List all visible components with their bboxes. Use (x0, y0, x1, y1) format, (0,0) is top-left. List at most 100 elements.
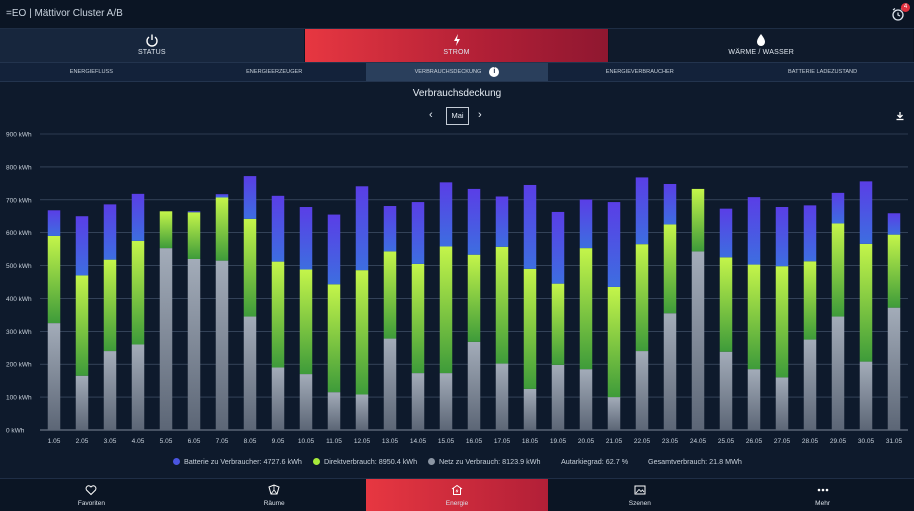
bar-direkt (663, 224, 677, 314)
subtab-batterie-ladezustand[interactable]: BATTERIE LADEZUSTAND (731, 63, 914, 81)
bar-batterie (635, 177, 649, 245)
nav-raeume[interactable]: Räume (183, 479, 366, 511)
bar-batterie (663, 183, 677, 225)
power-icon (146, 34, 158, 47)
bar-netz (327, 392, 341, 430)
bar-netz (75, 375, 89, 430)
info-icon[interactable]: i (489, 66, 500, 77)
legend-direct: Direktverbrauch: 8950.4 kWh (313, 457, 417, 466)
nav-szenen[interactable]: Szenen (548, 479, 731, 511)
subtab-energieverbraucher[interactable]: ENERGIEVERBRAUCHER (548, 63, 731, 81)
subtab-label: ENERGIEVERBRAUCHER (605, 69, 674, 75)
sub-tabs: ENERGIEFLUSS ENERGIEERZEUGER VERBRAUCHSD… (0, 62, 914, 82)
subtab-label: VERBRAUCHSDECKUNG (414, 69, 482, 75)
nav-label: Favoriten (77, 500, 105, 507)
tab-status[interactable]: STATUS (0, 29, 305, 62)
tab-waerme-wasser[interactable]: WÄRME / WASSER (609, 29, 914, 62)
x-tick-label: 2.05 (76, 438, 89, 445)
download-icon[interactable] (895, 111, 905, 121)
bar-direkt (523, 268, 537, 389)
bar-netz (271, 367, 285, 430)
bar-direkt (187, 212, 201, 259)
x-tick-label: 16.05 (466, 438, 483, 445)
bar-batterie (75, 216, 89, 276)
bar-batterie (383, 206, 397, 252)
month-navigator: ‹ Mai › (427, 107, 487, 125)
bar-batterie (551, 211, 565, 284)
legend-battery-text: Batterie zu Verbraucher: 4727.6 kWh (184, 457, 302, 466)
tab-strom-label: STROM (443, 49, 470, 56)
notification-badge: 4 (901, 3, 910, 12)
legend-grid-swatch (428, 458, 435, 465)
chevron-left-icon[interactable]: ‹ (429, 109, 433, 121)
bar-direkt (299, 269, 313, 375)
legend-grid: Netz zu Verbrauch: 8123.9 kWh (428, 457, 540, 466)
bar-netz (439, 373, 453, 430)
total-consumption: Gesamtverbrauch: 21.8 MWh (648, 457, 742, 466)
nav-energie[interactable]: Energie (365, 479, 549, 511)
bar-direkt (411, 263, 425, 374)
bar-batterie (775, 207, 789, 267)
nav-label: Energie (445, 500, 469, 507)
nav-mehr[interactable]: Mehr (731, 479, 914, 511)
bar-batterie (131, 193, 145, 241)
y-tick-label: 800 kWh (6, 164, 32, 171)
bar-batterie (411, 202, 425, 264)
bar-netz (747, 369, 761, 430)
chevron-right-icon[interactable]: › (478, 109, 482, 121)
legend-grid-text: Netz zu Verbrauch: 8123.9 kWh (439, 457, 541, 466)
subtab-energiefluss[interactable]: ENERGIEFLUSS (0, 63, 183, 81)
tab-waerme-label: WÄRME / WASSER (728, 49, 794, 56)
x-tick-label: 26.05 (746, 438, 763, 445)
bar-netz (523, 388, 537, 430)
tab-strom[interactable]: STROM (304, 29, 610, 62)
bar-netz (859, 361, 873, 430)
bar-batterie (47, 210, 61, 236)
bar-direkt (159, 211, 173, 249)
subtab-verbrauchsdeckung[interactable]: VERBRAUCHSDECKUNG i (365, 63, 549, 81)
subtab-energieerzeuger[interactable]: ENERGIEERZEUGER (183, 63, 366, 81)
month-selector[interactable]: Mai (446, 107, 469, 125)
x-tick-label: 3.05 (104, 438, 117, 445)
x-tick-label: 20.05 (578, 438, 595, 445)
bar-direkt (75, 275, 89, 376)
stacked-bar-chart: 0 kWh 100 kWh 200 kWh 300 kWh 400 kWh 500 kWh… (6, 132, 908, 445)
bar-direkt (579, 248, 593, 370)
y-tick-label: 700 kWh (6, 197, 32, 204)
legend-direct-text: Direktverbrauch: 8950.4 kWh (324, 457, 418, 466)
nav-favoriten[interactable]: Favoriten (0, 479, 183, 511)
x-tick-label: 30.05 (858, 438, 875, 445)
bar-netz (355, 394, 369, 430)
bar-batterie (747, 197, 761, 265)
bar-batterie (355, 186, 369, 271)
bar-batterie (719, 208, 733, 258)
chart-legend: Batterie zu Verbraucher: 4727.6 kWh Dire… (0, 457, 914, 469)
bar-batterie (243, 176, 257, 219)
subtab-label: ENERGIEFLUSS (69, 69, 113, 75)
bar-netz (47, 323, 61, 430)
x-tick-label: 5.05 (160, 438, 173, 445)
bar-netz (411, 373, 425, 430)
lightning-icon (453, 34, 460, 46)
nav-label: Mehr (815, 500, 830, 507)
autarky-value: Autarkiegrad: 62.7 % (561, 457, 629, 466)
main-tabs: STATUS STROM WÄRME / WASSER (0, 29, 914, 62)
y-tick-label: 0 kWh (6, 428, 25, 435)
x-tick-label: 14.05 (410, 438, 427, 445)
bar-direkt (747, 264, 761, 370)
x-tick-label: 10.05 (298, 438, 315, 445)
bar-netz (243, 316, 257, 430)
x-tick-label: 6.05 (188, 438, 201, 445)
bar-netz (579, 369, 593, 430)
image-icon (634, 485, 646, 495)
bar-direkt (103, 259, 117, 352)
bar-direkt (607, 286, 621, 398)
bar-direkt (551, 283, 565, 365)
legend-direct-swatch (313, 458, 320, 465)
app-title: =EO | Mättivor Cluster A/B (6, 8, 123, 19)
x-tick-label: 22.05 (634, 438, 651, 445)
bar-direkt (803, 261, 817, 340)
water-drop-icon (757, 34, 766, 46)
y-tick-label: 100 kWh (6, 395, 32, 402)
bar-netz (831, 316, 845, 430)
